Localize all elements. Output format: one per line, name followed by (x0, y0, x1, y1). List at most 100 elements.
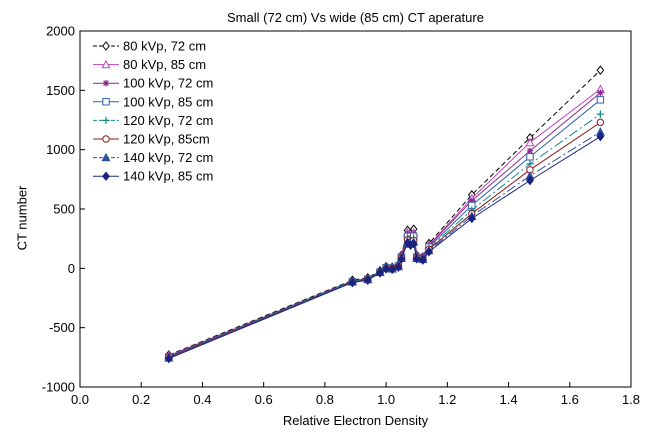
data-point (413, 253, 420, 260)
data-point (165, 353, 173, 361)
data-point (389, 264, 396, 271)
data-point (403, 236, 412, 244)
series-line (168, 121, 601, 358)
data-point (595, 84, 605, 93)
data-point (376, 268, 384, 276)
data-point (397, 254, 406, 264)
y-tick-label: 1000 (46, 142, 75, 157)
data-point (419, 255, 427, 263)
data-point (596, 118, 605, 127)
data-point (164, 350, 173, 360)
data-point (164, 353, 173, 364)
legend-swatch-marker (102, 171, 110, 182)
series-line (168, 113, 601, 358)
y-tick-label: -1000 (42, 380, 75, 395)
data-point (376, 268, 384, 278)
data-point (419, 255, 427, 264)
data-point (363, 274, 373, 283)
data-point (382, 264, 390, 272)
data-point (381, 262, 391, 271)
y-axis-label: CT number (14, 185, 30, 251)
data-point (467, 189, 476, 200)
data-point (363, 275, 372, 286)
x-tick-label: 0.6 (255, 392, 273, 407)
data-point (388, 264, 396, 273)
data-point (526, 160, 534, 168)
legend-label: 80 kVp, 85 cm (123, 57, 206, 72)
data-point (526, 175, 534, 186)
data-point (406, 236, 415, 245)
legend-swatch-marker (102, 135, 110, 143)
data-point (364, 275, 372, 284)
data-point (425, 242, 433, 249)
data-point (412, 254, 421, 264)
legend-label: 140 kVp, 72 cm (123, 150, 213, 165)
data-point (387, 262, 397, 272)
data-point (394, 262, 403, 272)
legend-label: 120 kVp, 85cm (123, 132, 210, 147)
data-point (525, 171, 535, 180)
x-tick-label: 0.4 (193, 392, 211, 407)
data-point (419, 255, 427, 265)
data-point (363, 274, 373, 284)
x-tick-label: 1.6 (561, 392, 579, 407)
data-point (413, 253, 421, 261)
series-line (168, 136, 601, 359)
data-point (381, 263, 391, 273)
data-point (364, 275, 372, 283)
data-point (364, 275, 372, 283)
data-point (409, 234, 418, 242)
data-point (403, 236, 413, 246)
data-point (412, 253, 422, 262)
legend-swatch-marker (101, 59, 111, 69)
data-point (347, 276, 357, 286)
data-point (419, 255, 427, 262)
series-line (168, 99, 601, 358)
y-tick-label: -500 (49, 320, 75, 335)
data-point (409, 232, 418, 240)
data-point (396, 251, 406, 260)
data-point (164, 353, 174, 362)
data-point (394, 262, 403, 271)
legend-label: 100 kVp, 72 cm (123, 76, 213, 91)
data-point (382, 264, 390, 274)
legend-swatch-marker (102, 98, 110, 106)
data-point (596, 131, 605, 142)
data-point (406, 231, 416, 240)
data-point (468, 197, 476, 204)
data-point (597, 89, 604, 96)
data-point (526, 153, 534, 161)
data-point (406, 239, 416, 248)
data-point (397, 250, 406, 261)
data-point (424, 245, 434, 255)
data-point (388, 262, 397, 272)
data-point (425, 238, 433, 249)
data-point (388, 265, 396, 273)
data-point (596, 65, 605, 75)
data-point (397, 253, 406, 261)
data-point (349, 277, 356, 284)
data-point (412, 250, 421, 261)
data-point (387, 264, 397, 273)
data-point (468, 201, 476, 210)
data-point (413, 253, 421, 261)
series-line (168, 69, 601, 356)
x-tick-label: 1.4 (500, 392, 518, 407)
x-tick-label: 1.8 (622, 392, 640, 407)
data-point (397, 253, 406, 262)
data-point (467, 193, 477, 203)
data-point (404, 230, 411, 238)
data-point (407, 234, 414, 241)
data-point (403, 225, 412, 236)
data-point (419, 255, 427, 263)
data-point (388, 264, 397, 275)
x-tick-label: 1.0 (377, 392, 395, 407)
legend-swatch-marker (102, 80, 110, 87)
y-tick-label: 500 (53, 202, 75, 217)
data-point (425, 244, 433, 252)
data-point (526, 147, 534, 155)
data-point (394, 262, 403, 270)
x-tick-label: 0.0 (71, 392, 89, 407)
x-tick-label: 0.8 (316, 392, 334, 407)
